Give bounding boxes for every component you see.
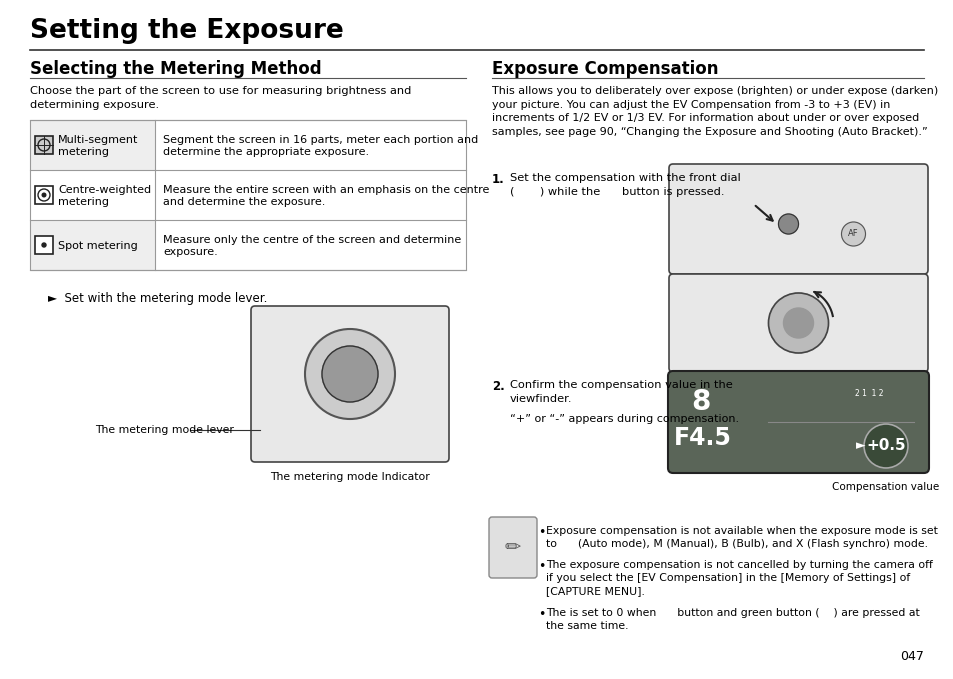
Text: ✏: ✏ <box>504 538 520 557</box>
Text: ►: ► <box>855 439 865 452</box>
FancyBboxPatch shape <box>489 517 537 578</box>
Circle shape <box>42 243 46 247</box>
Text: Exposure Compensation: Exposure Compensation <box>492 60 718 78</box>
Text: Confirm the compensation value in the
viewfinder.: Confirm the compensation value in the vi… <box>510 380 732 404</box>
Circle shape <box>841 222 864 246</box>
Circle shape <box>42 194 46 197</box>
Text: 047: 047 <box>900 650 923 663</box>
Text: Centre-weighted
metering: Centre-weighted metering <box>58 185 151 207</box>
Text: 2.: 2. <box>492 380 504 393</box>
Text: The metering mode Indicator: The metering mode Indicator <box>270 472 430 482</box>
Text: The is set to 0 when      button and green button (    ) are pressed at
the same: The is set to 0 when button and green bu… <box>545 608 919 631</box>
Text: Measure only the centre of the screen and determine
exposure.: Measure only the centre of the screen an… <box>163 235 460 257</box>
Bar <box>154 120 465 170</box>
Text: Choose the part of the screen to use for measuring brightness and
determining ex: Choose the part of the screen to use for… <box>30 86 411 110</box>
Text: •: • <box>537 526 545 539</box>
Bar <box>154 220 465 270</box>
FancyBboxPatch shape <box>251 306 449 462</box>
Bar <box>154 170 465 220</box>
Text: Measure the entire screen with an emphasis on the centre
and determine the expos: Measure the entire screen with an emphas… <box>163 185 489 207</box>
FancyBboxPatch shape <box>667 371 928 473</box>
Circle shape <box>782 308 813 338</box>
Text: Segment the screen in 16 parts, meter each portion and
determine the appropriate: Segment the screen in 16 parts, meter ea… <box>163 134 477 158</box>
Circle shape <box>322 346 377 402</box>
Bar <box>30 170 154 220</box>
Bar <box>30 120 465 270</box>
Text: This allows you to deliberately over expose (brighten) or under expose (darken)
: This allows you to deliberately over exp… <box>492 86 937 136</box>
Text: Set the compensation with the front dial
(       ) while the      button is pres: Set the compensation with the front dial… <box>510 173 740 197</box>
Text: Spot metering: Spot metering <box>58 241 137 251</box>
Bar <box>35 236 53 254</box>
Text: Setting the Exposure: Setting the Exposure <box>30 18 343 44</box>
FancyBboxPatch shape <box>668 274 927 372</box>
Text: •: • <box>537 560 545 573</box>
Bar <box>30 220 154 270</box>
Bar <box>30 120 154 170</box>
Text: 2 1  1 2: 2 1 1 2 <box>854 390 882 399</box>
Text: F4.5: F4.5 <box>674 426 731 450</box>
FancyBboxPatch shape <box>668 164 927 274</box>
Text: The metering mode lever: The metering mode lever <box>95 425 233 435</box>
Text: AF: AF <box>847 230 858 238</box>
Text: Multi-segment
metering: Multi-segment metering <box>58 134 138 158</box>
Circle shape <box>778 214 798 234</box>
Text: +0.5: +0.5 <box>865 439 904 454</box>
Text: “+” or “-” appears during compensation.: “+” or “-” appears during compensation. <box>510 414 739 424</box>
Circle shape <box>768 293 827 353</box>
Text: Compensation value: Compensation value <box>832 482 939 492</box>
Text: 1.: 1. <box>492 173 504 186</box>
Circle shape <box>305 329 395 419</box>
Text: •: • <box>537 608 545 621</box>
Text: 8: 8 <box>691 388 710 416</box>
Text: Selecting the Metering Method: Selecting the Metering Method <box>30 60 321 78</box>
Bar <box>35 186 53 204</box>
Text: Exposure compensation is not available when the exposure mode is set
to      (Au: Exposure compensation is not available w… <box>545 526 937 549</box>
Circle shape <box>863 424 907 468</box>
Text: ►  Set with the metering mode lever.: ► Set with the metering mode lever. <box>48 292 267 305</box>
Bar <box>35 136 53 154</box>
Text: The exposure compensation is not cancelled by turning the camera off
if you sele: The exposure compensation is not cancell… <box>545 560 932 596</box>
